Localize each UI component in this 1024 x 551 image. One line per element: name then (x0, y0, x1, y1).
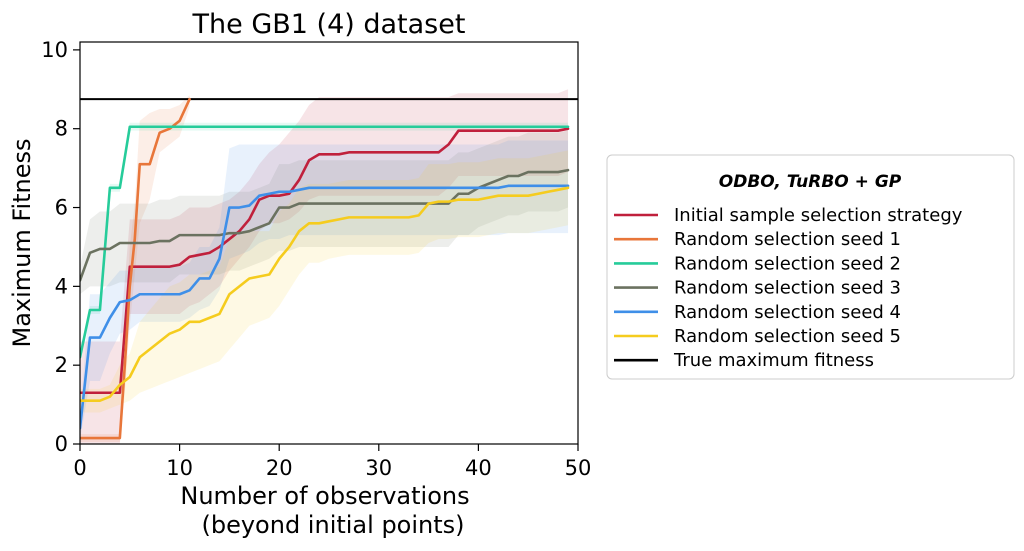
series-line-random-selection-seed-3 (80, 168, 570, 282)
legend-label-random-selection-seed-1: Random selection seed 1 (674, 229, 901, 250)
series-line-random-selection-seed-4 (80, 184, 570, 430)
x-axis-title: Number of observations (180, 482, 469, 510)
y-tick-label: 4 (55, 274, 68, 298)
series-line-initial-sample-selection-strategy (80, 127, 570, 395)
x-tick-label: 40 (465, 456, 492, 480)
legend: ODBO, TuRBO + GP Initial sample selectio… (606, 154, 1015, 380)
legend-label-random-selection-seed-3: Random selection seed 3 (674, 278, 901, 299)
x-tick-label: 30 (365, 456, 392, 480)
band-random-selection-seed-1 (80, 95, 190, 443)
legend-label-initial-sample-selection-strategy: Initial sample selection strategy (674, 205, 963, 226)
y-tick-label: 6 (55, 196, 68, 220)
chart-title: The GB1 (4) dataset (192, 9, 466, 40)
x-tick-label: 50 (565, 456, 592, 480)
y-axis: 0 2 4 6 8 10 (41, 38, 80, 456)
band-random-selection-seed-5 (80, 150, 569, 413)
legend-label-random-selection-seed-2: Random selection seed 2 (674, 253, 901, 274)
legend-title: ODBO, TuRBO + GP (719, 172, 902, 192)
x-tick-label: 0 (73, 456, 86, 480)
x-tick-label: 10 (166, 456, 193, 480)
legend-label-random-selection-seed-4: Random selection seed 4 (674, 302, 901, 323)
series-line-random-selection-seed-2 (80, 125, 570, 359)
x-axis: 0 10 20 30 40 50 (73, 444, 591, 480)
legend-box (606, 154, 1015, 380)
band-initial-sample-selection-strategy (80, 89, 569, 444)
y-tick-label: 2 (55, 353, 68, 377)
band-random-selection-seed-4 (80, 140, 569, 441)
y-tick-label: 0 (55, 432, 68, 456)
series-lines (80, 97, 578, 440)
x-axis-title-line2: (beyond initial points) (201, 511, 464, 539)
y-tick-label: 10 (41, 38, 68, 62)
y-axis-title: Maximum Fitness (8, 138, 36, 347)
x-tick-label: 20 (266, 456, 293, 480)
legend-label-true-maximum-fitness: True maximum fitness (673, 350, 874, 371)
y-tick-label: 8 (55, 117, 68, 141)
plot-frame (79, 41, 579, 445)
legend-label-random-selection-seed-5: Random selection seed 5 (674, 326, 901, 347)
legend-items: Initial sample selection strategy Random … (614, 205, 963, 371)
series-line-random-selection-seed-1 (80, 97, 191, 440)
series-line-random-selection-seed-5 (80, 186, 570, 402)
